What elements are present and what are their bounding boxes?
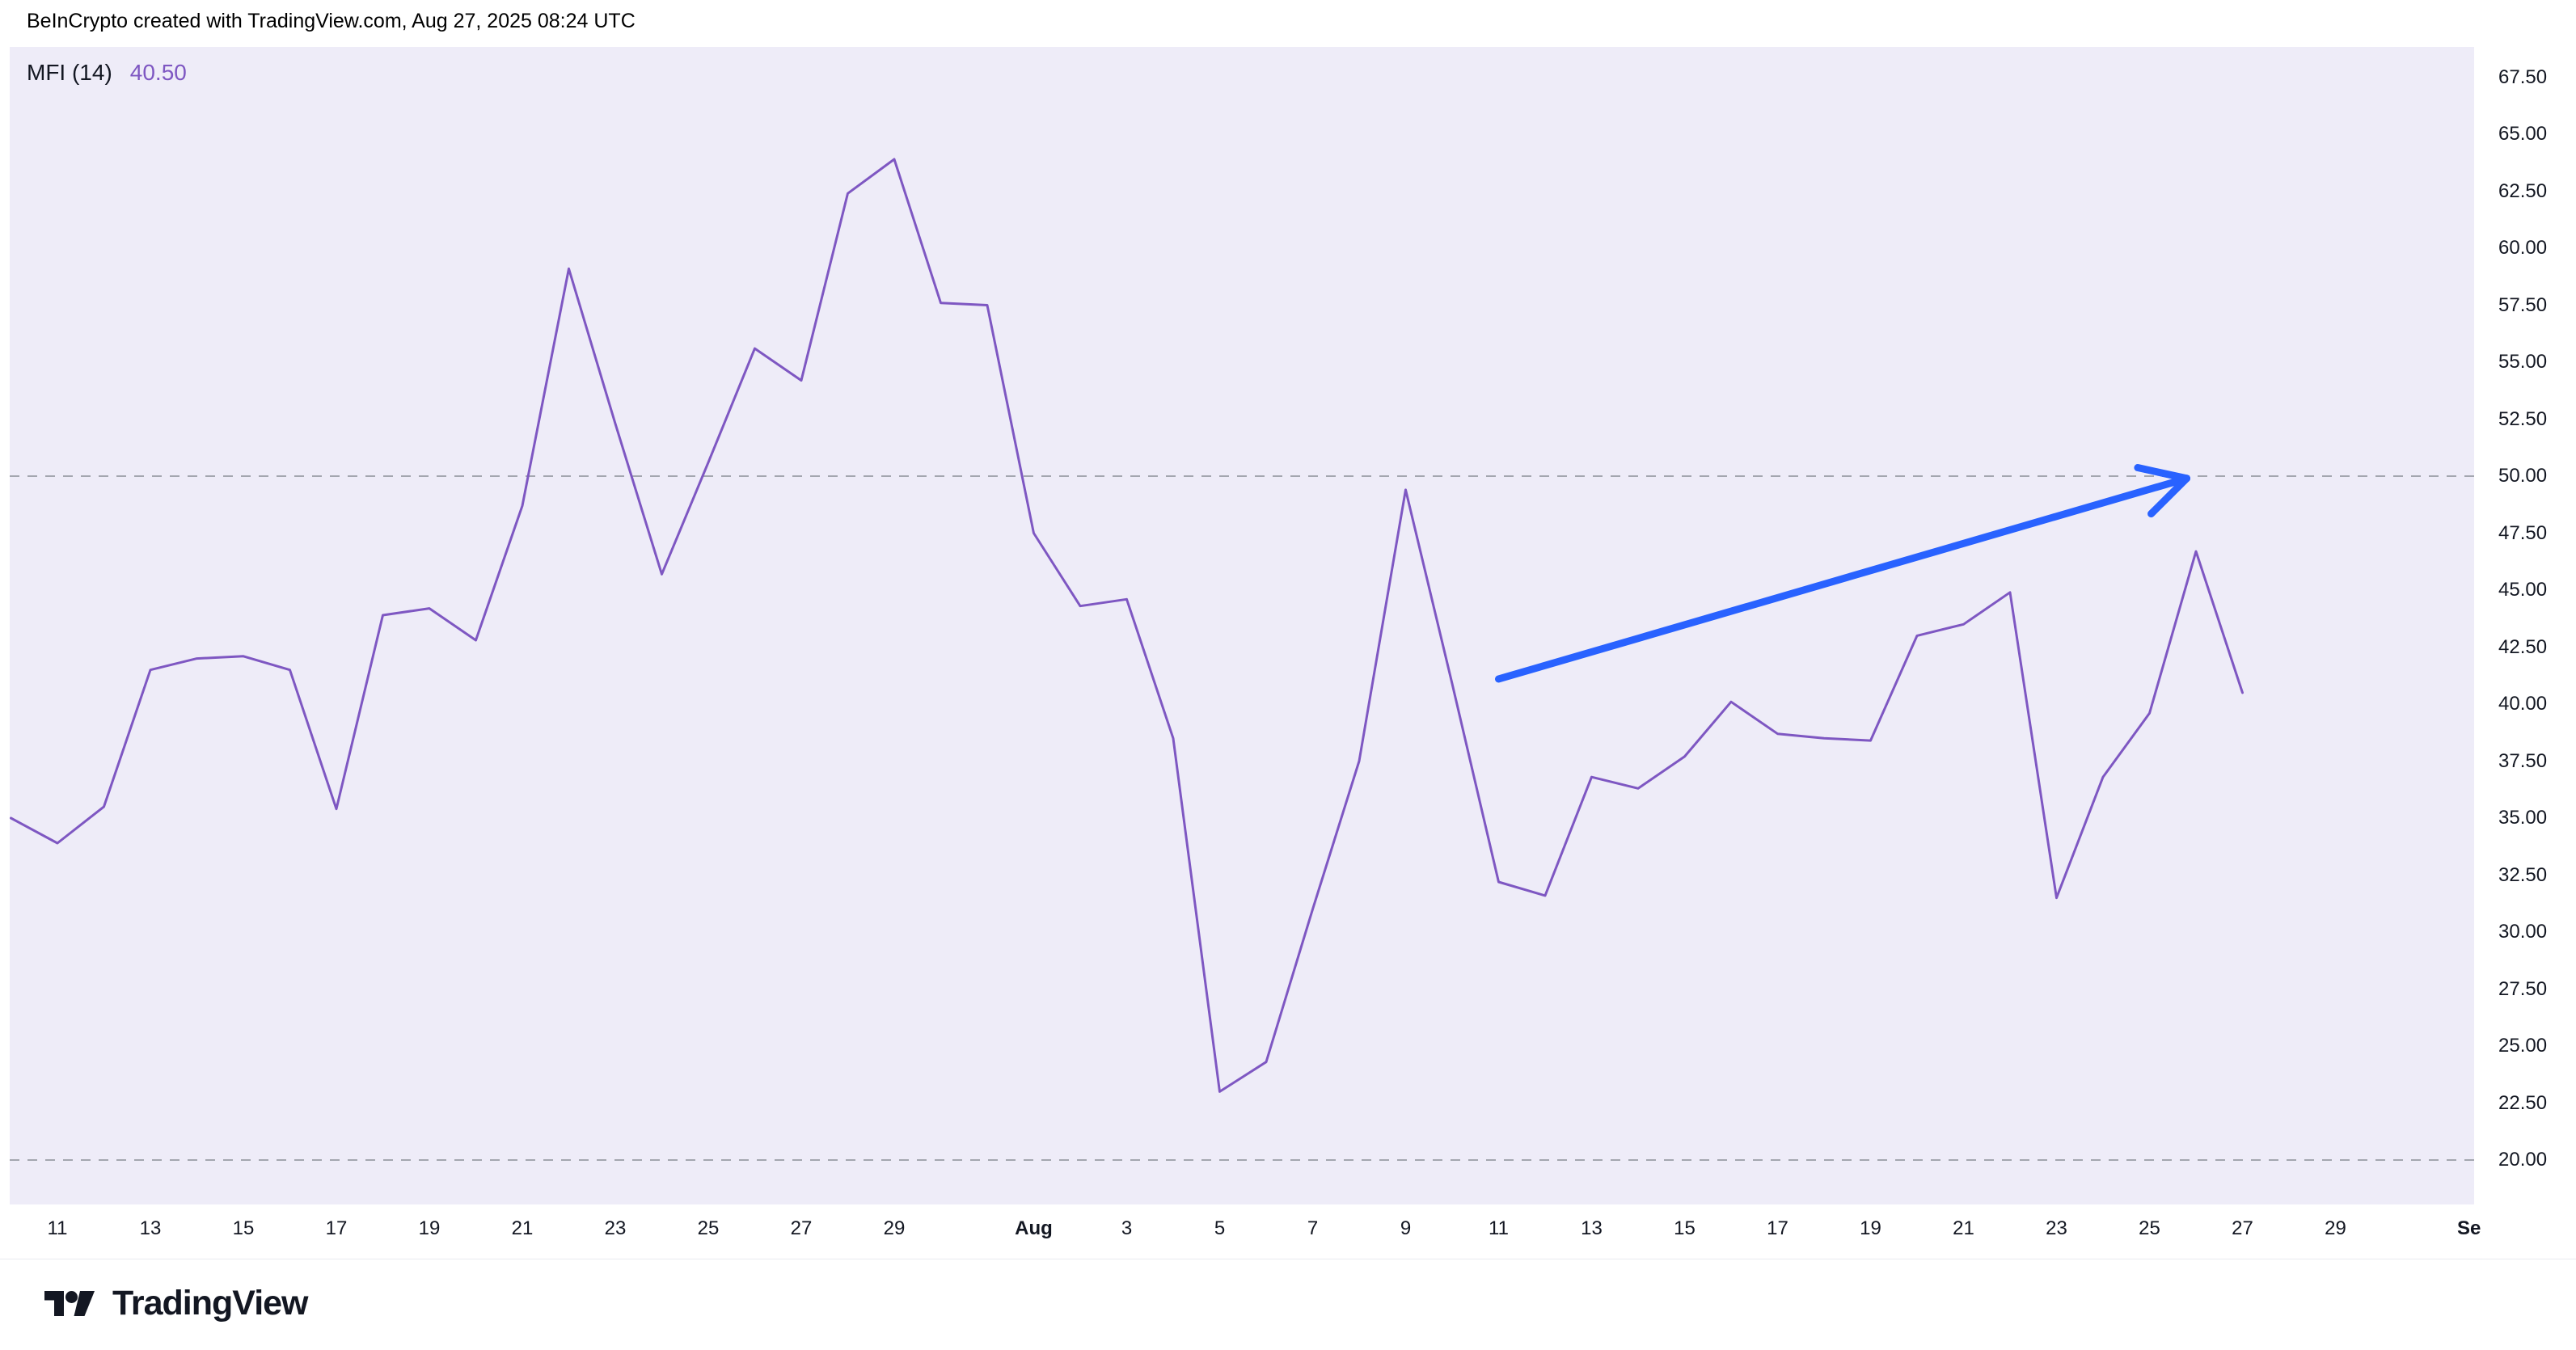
indicator-value: 40.50	[129, 60, 187, 85]
price-axis-label: 27.50	[2498, 977, 2548, 1000]
time-axis-label: 27	[790, 1217, 813, 1239]
price-axis-label: 22.50	[2498, 1091, 2548, 1114]
price-axis[interactable]: 67.50 65.00 62.50 60.00 57.50 55.00 52.50 50.00…	[2498, 47, 2576, 1204]
time-axis-label: 27	[2232, 1217, 2253, 1239]
time-axis-label: Aug	[1015, 1217, 1053, 1239]
time-axis-label: 15	[1674, 1217, 1696, 1239]
time-axis-label: 19	[1860, 1217, 1881, 1239]
price-axis-label: 42.50	[2498, 635, 2548, 658]
time-axis-label: 11	[47, 1217, 68, 1239]
time-axis-label: 3	[1121, 1217, 1133, 1239]
price-axis-label: 65.00	[2498, 123, 2548, 145]
price-axis-label: 32.50	[2498, 863, 2548, 886]
tradingview-logo[interactable]: TradingView	[44, 1284, 308, 1323]
time-axis-label: Sep	[2456, 1217, 2482, 1239]
price-axis-label: 20.00	[2498, 1149, 2548, 1171]
price-axis-label: 25.00	[2498, 1035, 2548, 1057]
price-axis-label: 45.00	[2498, 579, 2548, 601]
time-axis[interactable]: 11 13 15 17 19 21 23 25 27 29 Aug 3 5 7 9 11 13 15 17 19 21 2…	[10, 1217, 2482, 1253]
price-axis-label: 67.50	[2498, 65, 2548, 88]
time-axis-label: 21	[1953, 1217, 1974, 1239]
time-axis-label: 7	[1307, 1217, 1319, 1239]
time-axis-label: 13	[139, 1217, 162, 1239]
price-axis-label: 50.00	[2498, 465, 2548, 487]
time-axis-label: 23	[2046, 1217, 2067, 1239]
time-axis-label: 5	[1214, 1217, 1226, 1239]
time-axis-label: 17	[325, 1217, 348, 1239]
time-axis-label: 19	[418, 1217, 441, 1239]
price-axis-label: 35.00	[2498, 807, 2548, 829]
attribution-text: BeInCrypto created with TradingView.com,…	[27, 10, 636, 32]
tradingview-mark-icon	[44, 1290, 95, 1316]
time-axis-label: 17	[1767, 1217, 1788, 1239]
time-axis-label: 29	[2325, 1217, 2346, 1239]
time-axis-label: 15	[232, 1217, 255, 1239]
indicator-name: MFI (14)	[27, 60, 112, 85]
price-axis-label: 40.00	[2498, 693, 2548, 715]
time-axis-label: 9	[1400, 1217, 1412, 1239]
time-axis-label: 25	[2139, 1217, 2160, 1239]
price-axis-label: 55.00	[2498, 351, 2548, 373]
mfi-line-chart[interactable]	[10, 47, 2474, 1204]
price-axis-label: 52.50	[2498, 407, 2548, 430]
time-axis-label: 25	[697, 1217, 720, 1239]
price-axis-label: 30.00	[2498, 921, 2548, 943]
time-axis-label: 21	[511, 1217, 534, 1239]
indicator-legend: MFI (14) 40.50	[27, 60, 187, 86]
time-axis-label: 13	[1581, 1217, 1603, 1239]
price-axis-label: 62.50	[2498, 179, 2548, 202]
time-axis-label: 11	[1489, 1217, 1509, 1239]
time-axis-label: 29	[883, 1217, 906, 1239]
price-axis-label: 47.50	[2498, 521, 2548, 544]
mfi-chart-panel[interactable]: MFI (14) 40.50	[10, 47, 2474, 1204]
time-axis-label: 23	[604, 1217, 627, 1239]
brand-text: TradingView	[112, 1284, 308, 1323]
price-axis-label: 60.00	[2498, 237, 2548, 259]
price-axis-label: 37.50	[2498, 749, 2548, 772]
price-axis-label: 57.50	[2498, 293, 2548, 316]
